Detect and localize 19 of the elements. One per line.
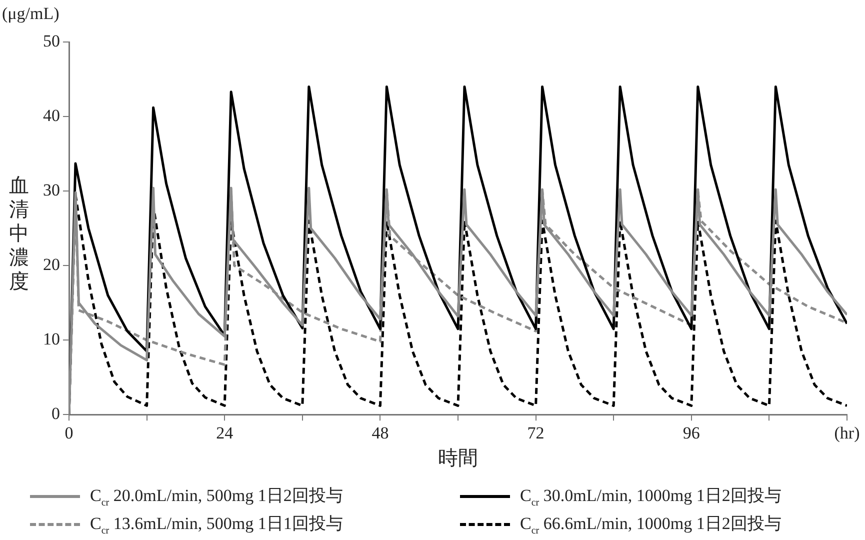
y-tick-label: 0 [52,404,60,424]
x-tick-label: 0 [64,423,74,442]
y-axis-title: 血清中濃度 [8,174,30,294]
x-tick-label: 48 [372,423,389,442]
legend-label: C$_{cr}$ 30.0mL/min, 1000mg 1日2回投与 [520,485,782,508]
x-tick-label: 96 [682,423,700,442]
text: (μg/mL) [2,4,60,24]
x-tick-label: (hr) [834,423,860,442]
y-tick-label: 20 [43,255,60,274]
legend-label: C$_{cr}$ 13.6mL/min, 500mg 1日1回投与 [90,513,343,537]
x-tick-label: 24 [216,423,234,442]
y-tick-label: 10 [43,330,60,349]
y-tick-label: 30 [43,180,60,200]
legend-label: C$_{cr}$ 66.6mL/min, 1000mg 1日2回投与 [520,513,782,537]
y-tick-label: 50 [43,31,60,50]
legend-label: C$_{cr}$ 20.0mL/min, 500mg 1日2回投与 [90,485,343,508]
x-tick-label: 72 [527,423,544,442]
x-axis-title: 時間 [438,447,478,470]
y-tick-label: 40 [43,106,60,125]
